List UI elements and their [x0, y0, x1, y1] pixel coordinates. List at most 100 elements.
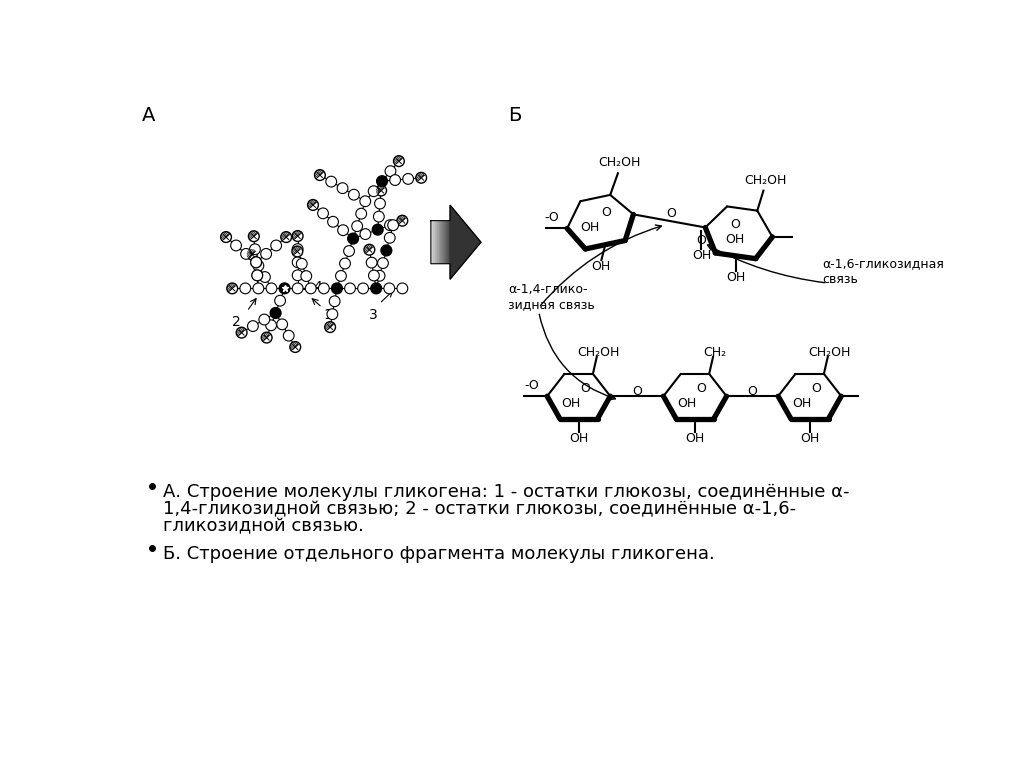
- Circle shape: [292, 257, 303, 268]
- Text: α-1,4-глико-
зидная связь: α-1,4-глико- зидная связь: [508, 283, 595, 311]
- Bar: [443, 221, 445, 264]
- Circle shape: [390, 175, 400, 186]
- Circle shape: [340, 258, 350, 269]
- Text: O: O: [580, 382, 590, 395]
- Circle shape: [317, 208, 329, 219]
- Circle shape: [292, 246, 303, 257]
- Circle shape: [348, 189, 359, 200]
- Text: -O: -O: [524, 380, 539, 393]
- Text: OH: OH: [793, 397, 812, 410]
- Circle shape: [375, 198, 385, 209]
- Circle shape: [376, 185, 386, 196]
- Bar: [432, 221, 433, 264]
- Circle shape: [296, 258, 307, 269]
- Circle shape: [261, 332, 272, 343]
- Circle shape: [373, 224, 383, 235]
- Text: OH: OH: [678, 397, 697, 410]
- Circle shape: [344, 245, 354, 256]
- Circle shape: [385, 166, 396, 176]
- Circle shape: [338, 225, 348, 235]
- Bar: [440, 221, 441, 264]
- Text: OH: OH: [725, 233, 744, 246]
- Text: OH: OH: [592, 260, 611, 273]
- Circle shape: [270, 240, 282, 251]
- Text: OH: OH: [800, 432, 819, 445]
- Circle shape: [359, 196, 371, 206]
- Circle shape: [301, 271, 311, 281]
- Circle shape: [314, 170, 326, 180]
- Circle shape: [240, 283, 251, 294]
- Text: O: O: [601, 206, 611, 219]
- Text: CH₂OH: CH₂OH: [743, 174, 786, 187]
- Text: OH: OH: [561, 397, 581, 410]
- Bar: [436, 221, 438, 264]
- Circle shape: [357, 283, 369, 294]
- Circle shape: [284, 331, 294, 341]
- Circle shape: [250, 244, 260, 255]
- Text: O: O: [748, 385, 758, 398]
- Circle shape: [337, 183, 348, 193]
- Circle shape: [247, 249, 257, 260]
- Circle shape: [325, 321, 336, 332]
- Circle shape: [369, 270, 379, 281]
- Circle shape: [226, 283, 238, 294]
- Circle shape: [266, 283, 276, 294]
- Circle shape: [326, 176, 337, 187]
- Circle shape: [369, 186, 379, 196]
- Circle shape: [305, 283, 316, 294]
- Circle shape: [237, 328, 247, 338]
- Text: O: O: [811, 382, 821, 395]
- Circle shape: [330, 296, 340, 307]
- Text: CH₂: CH₂: [703, 346, 726, 359]
- Circle shape: [397, 283, 408, 294]
- Circle shape: [292, 283, 303, 294]
- Bar: [447, 221, 449, 264]
- Bar: [445, 221, 447, 264]
- Bar: [439, 221, 440, 264]
- Bar: [435, 221, 437, 264]
- Circle shape: [336, 271, 346, 281]
- Circle shape: [388, 220, 398, 231]
- Circle shape: [259, 272, 270, 282]
- Text: α-1,6-гликозидная
связь: α-1,6-гликозидная связь: [822, 258, 944, 285]
- Circle shape: [374, 270, 385, 281]
- Circle shape: [252, 270, 262, 281]
- Text: O: O: [632, 385, 642, 398]
- Circle shape: [274, 295, 286, 306]
- Text: OH: OH: [569, 432, 589, 445]
- Circle shape: [367, 257, 377, 268]
- Circle shape: [230, 240, 242, 251]
- Bar: [449, 221, 451, 264]
- Circle shape: [416, 173, 427, 183]
- Circle shape: [374, 211, 384, 222]
- Bar: [442, 221, 443, 264]
- Circle shape: [220, 232, 231, 242]
- Circle shape: [352, 221, 362, 232]
- Text: Б: Б: [508, 106, 521, 125]
- Circle shape: [241, 249, 252, 259]
- Circle shape: [251, 257, 261, 268]
- Text: CH₂OH: CH₂OH: [598, 156, 641, 170]
- Circle shape: [248, 321, 258, 331]
- Text: OH: OH: [726, 271, 745, 284]
- Circle shape: [377, 176, 387, 186]
- Circle shape: [266, 320, 276, 331]
- Circle shape: [276, 319, 288, 330]
- Circle shape: [348, 233, 358, 244]
- Circle shape: [402, 173, 414, 184]
- Circle shape: [328, 216, 339, 227]
- Bar: [446, 221, 449, 264]
- Text: O: O: [666, 207, 676, 219]
- Circle shape: [252, 270, 262, 281]
- Text: O: O: [696, 234, 707, 247]
- Circle shape: [378, 258, 388, 268]
- Circle shape: [384, 232, 395, 243]
- Text: OH: OH: [692, 249, 711, 262]
- Bar: [434, 221, 435, 264]
- Bar: [443, 221, 444, 264]
- Bar: [441, 221, 442, 264]
- Bar: [431, 221, 432, 264]
- Circle shape: [292, 231, 303, 242]
- Circle shape: [371, 283, 382, 294]
- Circle shape: [345, 283, 355, 294]
